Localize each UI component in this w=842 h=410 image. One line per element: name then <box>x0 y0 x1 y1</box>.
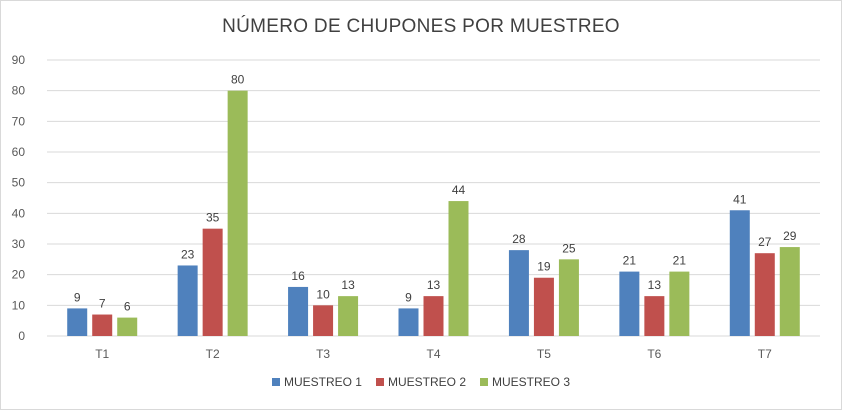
bar <box>533 277 554 336</box>
bar <box>288 286 309 336</box>
bar <box>423 296 444 336</box>
legend: MUESTREO 1 MUESTREO 2 MUESTREO 3 <box>0 375 842 389</box>
legend-item-2: MUESTREO 2 <box>375 375 466 389</box>
bar <box>729 210 750 336</box>
data-label: 21 <box>623 254 637 268</box>
bar <box>117 317 138 336</box>
bar <box>619 271 640 336</box>
legend-label-2: MUESTREO 2 <box>387 375 466 389</box>
x-tick-label: T5 <box>537 347 551 361</box>
data-label: 9 <box>405 290 412 304</box>
bar <box>67 308 88 336</box>
data-label: 28 <box>512 232 526 246</box>
data-label: 23 <box>181 247 195 261</box>
x-tick-label: T3 <box>316 347 330 361</box>
bar <box>202 228 223 336</box>
data-label: 19 <box>537 260 551 274</box>
data-label: 10 <box>316 287 330 301</box>
data-label: 25 <box>562 241 576 255</box>
data-label: 44 <box>452 183 466 197</box>
x-tick-label: T2 <box>206 347 220 361</box>
data-label: 13 <box>648 278 662 292</box>
legend-label-1: MUESTREO 1 <box>283 375 362 389</box>
data-label: 13 <box>427 278 441 292</box>
bar <box>338 296 359 336</box>
legend-swatch-1 <box>271 378 280 386</box>
y-tick-label: 70 <box>12 114 26 128</box>
bar <box>508 250 529 336</box>
bar <box>92 314 113 336</box>
y-tick-label: 50 <box>12 176 26 190</box>
chart-title: NÚMERO DE CHUPONES POR MUESTREO <box>222 16 620 37</box>
y-tick-label: 90 <box>12 53 26 67</box>
y-tick-label: 30 <box>12 237 26 251</box>
bar <box>644 296 665 336</box>
x-tick-label: T7 <box>758 347 772 361</box>
data-label: 16 <box>291 269 305 283</box>
data-label: 80 <box>231 73 245 87</box>
y-tick-label: 20 <box>12 268 26 282</box>
bar <box>754 253 775 336</box>
x-tick-label: T6 <box>647 347 661 361</box>
legend-item-3: MUESTREO 3 <box>480 375 570 389</box>
data-label: 29 <box>783 229 797 243</box>
data-label: 35 <box>206 211 220 225</box>
x-tick-label: T1 <box>95 347 109 361</box>
bar <box>398 308 419 336</box>
data-label: 7 <box>99 297 106 311</box>
legend-label-3: MUESTREO 3 <box>492 375 571 389</box>
data-label: 13 <box>341 278 355 292</box>
bar <box>177 265 198 336</box>
x-tick-label: T4 <box>426 347 440 361</box>
y-tick-label: 60 <box>12 145 26 159</box>
bar <box>558 259 579 336</box>
legend-swatch-3 <box>480 378 488 386</box>
data-label: 9 <box>74 290 81 304</box>
y-tick-label: 40 <box>12 206 26 220</box>
bar <box>448 201 469 336</box>
legend-item-1: MUESTREO 1 <box>271 375 362 389</box>
bar <box>227 90 248 337</box>
data-label: 6 <box>124 300 131 314</box>
data-label: 27 <box>758 235 772 249</box>
y-tick-label: 80 <box>12 84 26 98</box>
y-tick-label: 10 <box>12 298 26 312</box>
data-label: 21 <box>673 254 687 268</box>
legend-swatch-2 <box>375 378 384 386</box>
bar <box>779 247 800 336</box>
bar <box>669 271 690 336</box>
data-label: 41 <box>733 192 747 206</box>
y-tick-label: 0 <box>18 329 25 343</box>
bar <box>313 305 334 336</box>
